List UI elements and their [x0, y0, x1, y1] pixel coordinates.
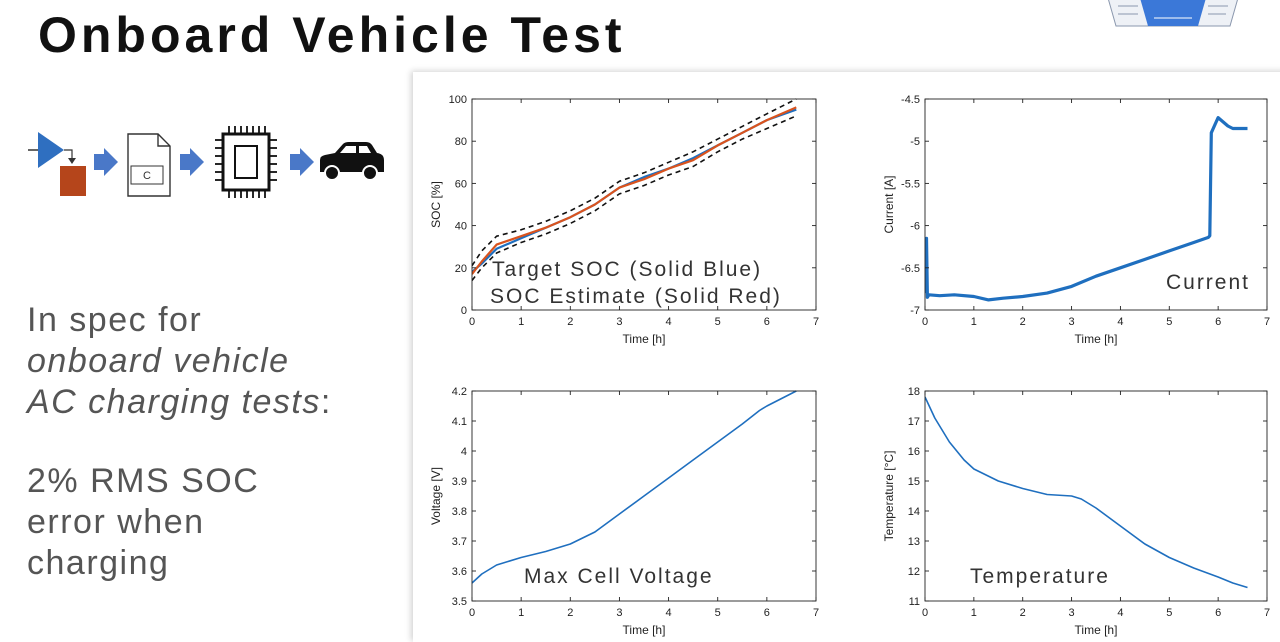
page-title: Onboard Vehicle Test: [38, 7, 626, 63]
arrow-right-icon: [94, 148, 118, 176]
car-icon: [320, 142, 384, 181]
c-file-label: C: [143, 170, 151, 182]
arrow-right-icon: [290, 148, 314, 176]
error-line-2: error when: [27, 503, 205, 541]
microchip-icon: [215, 126, 277, 198]
spec-line-2: onboard vehicle: [27, 342, 290, 380]
workflow-diagram-thumbnail: [1108, 0, 1238, 27]
spec-line-1: In spec for: [27, 301, 203, 339]
error-line-3: charging: [27, 544, 170, 582]
error-text: 2% RMS SOC error when charging: [27, 461, 259, 584]
deployment-workflow: C: [28, 126, 384, 198]
results-panel: [413, 72, 1280, 642]
error-line-1: 2% RMS SOC: [27, 462, 260, 500]
model-block-icon: [28, 132, 86, 196]
spec-line-3: AC charging tests: [27, 383, 321, 421]
c-file-icon: C: [127, 133, 171, 197]
spec-text: In spec for onboard vehicle AC charging …: [27, 300, 332, 423]
arrow-right-icon: [180, 148, 204, 176]
spec-colon: :: [320, 383, 332, 421]
